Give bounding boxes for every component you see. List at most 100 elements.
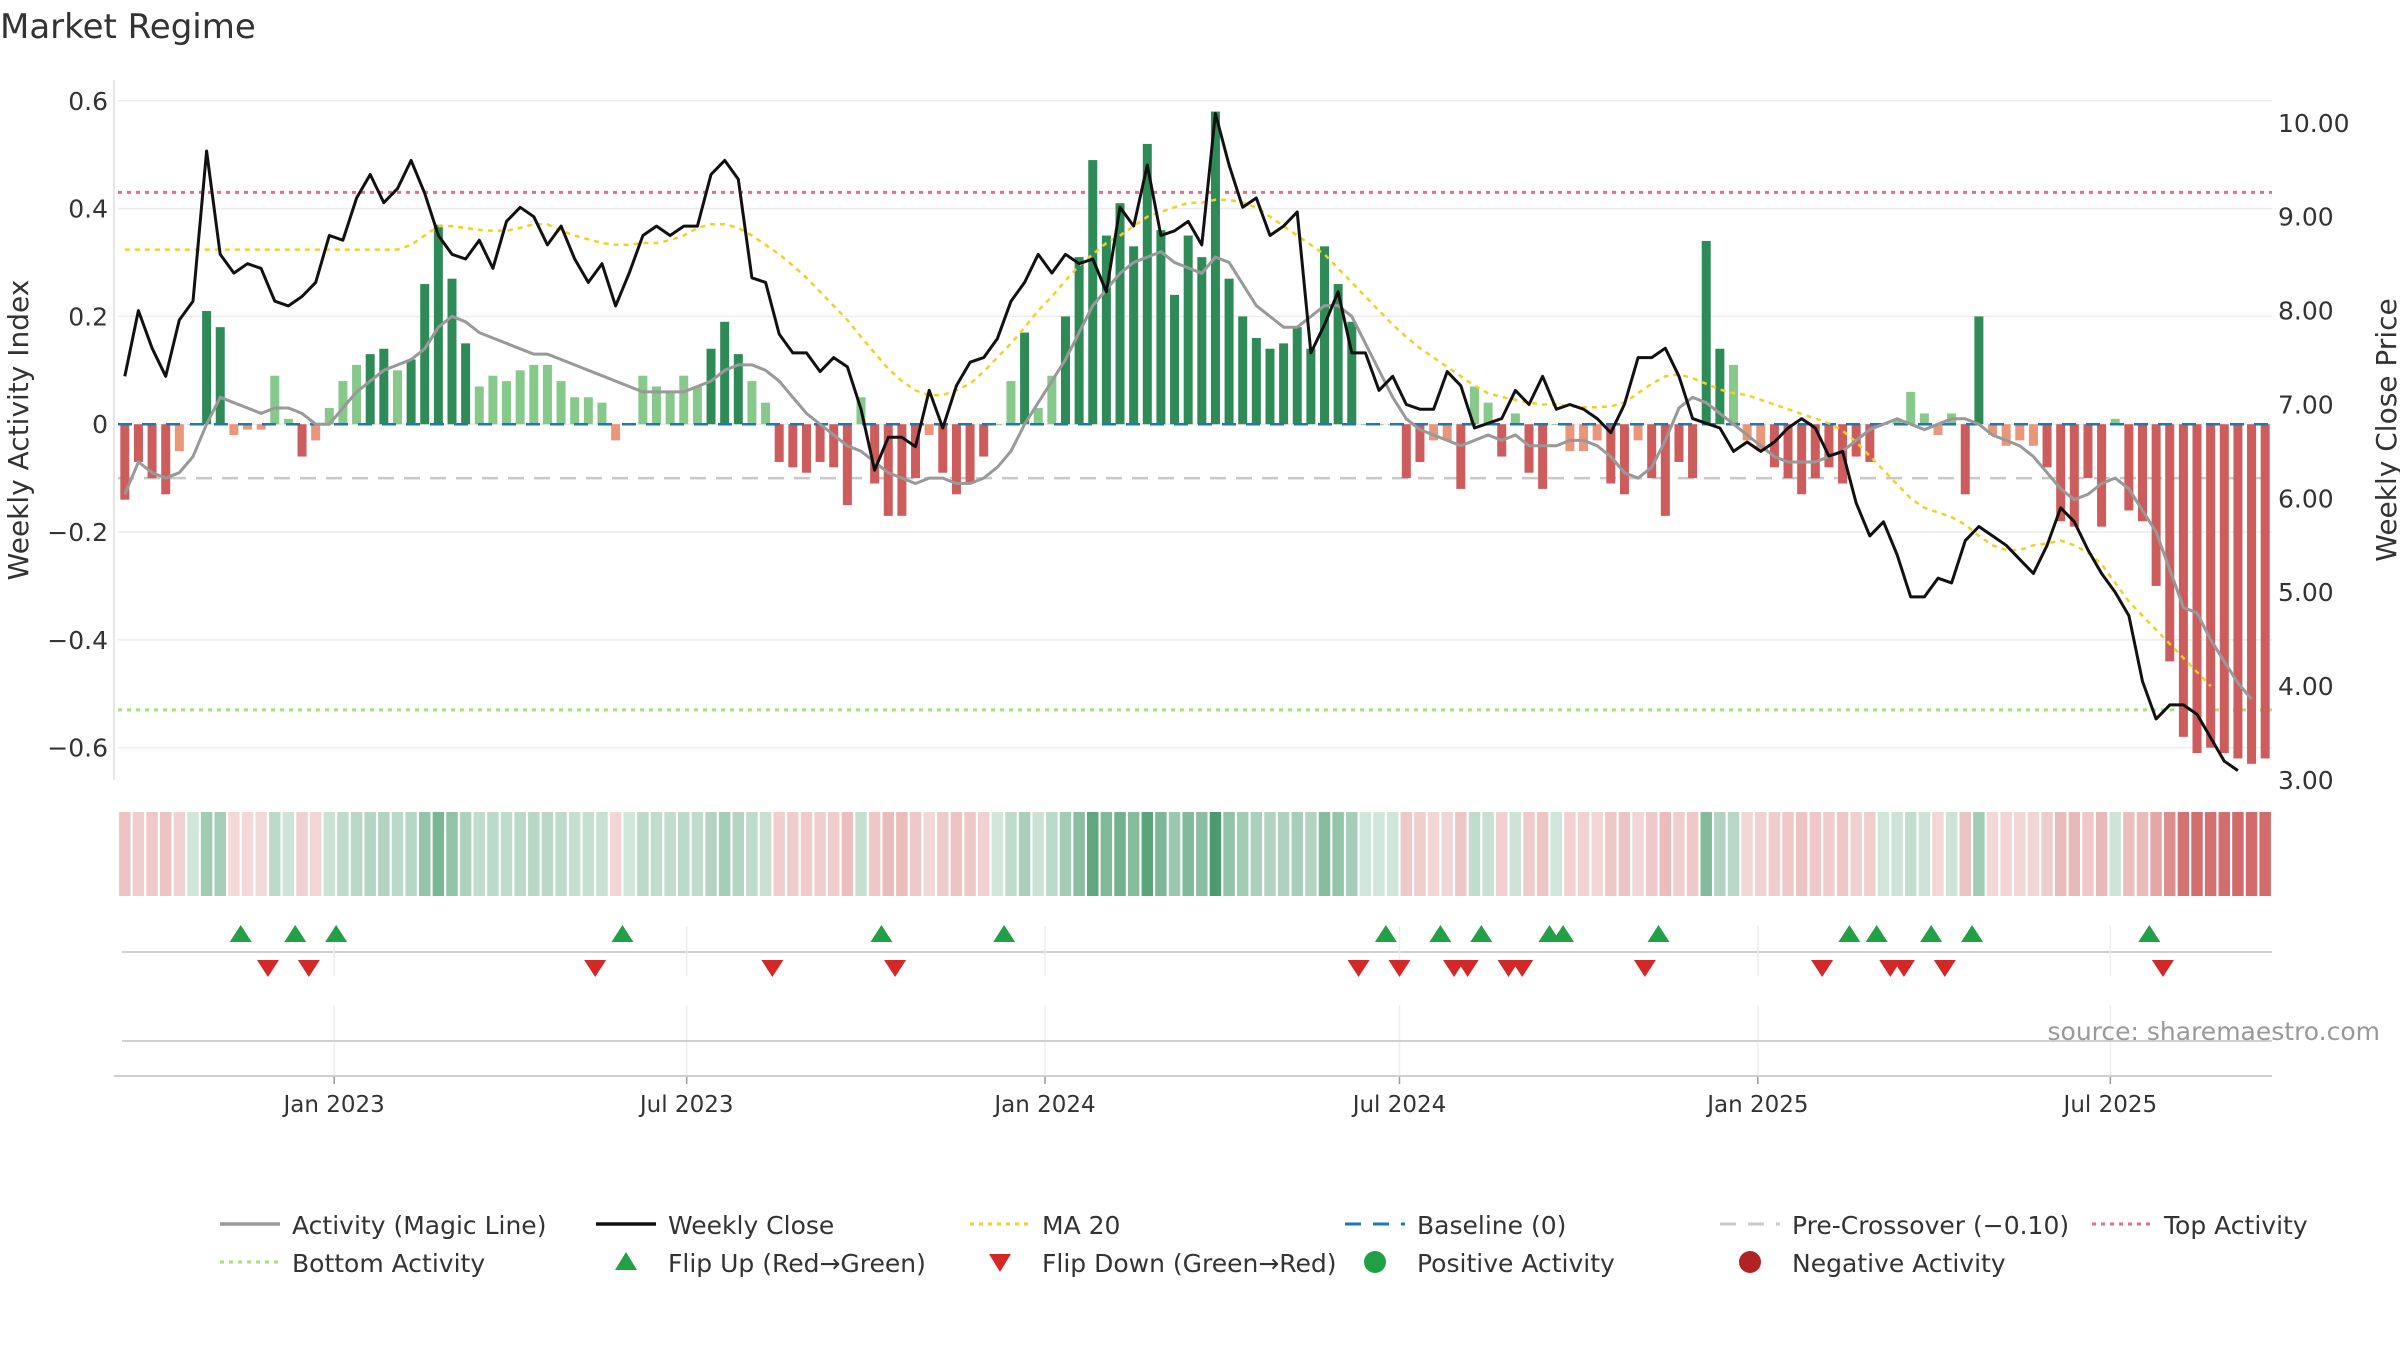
regime-cell — [977, 812, 990, 896]
y-tick-label: −0.6 — [47, 734, 108, 763]
activity-bar — [1360, 424, 1370, 426]
regime-cell — [923, 812, 935, 896]
activity-bar — [665, 391, 675, 425]
activity-bar — [883, 424, 893, 516]
flip-up-marker — [1647, 925, 1670, 942]
activity-bar — [583, 397, 593, 425]
regime-cell — [269, 812, 281, 896]
regime-cell — [582, 812, 595, 896]
activity-bar — [2206, 424, 2216, 748]
regime-cell — [2014, 812, 2026, 896]
regime-cell — [255, 812, 267, 896]
regime-cell — [637, 812, 649, 896]
activity-bar — [379, 348, 389, 425]
legend-label: Negative Activity — [1792, 1249, 2006, 1278]
flip-up-marker — [1429, 925, 1452, 942]
activity-bar — [1306, 348, 1316, 425]
regime-cell — [1032, 812, 1044, 896]
regime-cell — [896, 812, 908, 896]
activity-bar — [2069, 424, 2079, 527]
regime-cell — [650, 812, 663, 896]
activity-bar — [338, 381, 348, 425]
activity-bar — [761, 402, 771, 425]
flip-up-marker — [1374, 925, 1397, 942]
regime-cell — [2232, 812, 2244, 896]
regime-cell — [1850, 812, 1862, 896]
activity-bar — [1115, 203, 1125, 425]
flip-up-marker — [870, 925, 893, 942]
regime-cell — [2245, 812, 2258, 896]
flip-down-marker — [584, 960, 607, 977]
activity-bar — [1756, 424, 1766, 452]
regime-cell — [132, 812, 145, 896]
activity-bar — [1060, 316, 1070, 425]
flip-up-marker — [284, 925, 307, 942]
legend-label: Pre-Crossover (−0.10) — [1792, 1211, 2069, 1240]
regime-cell — [541, 812, 554, 896]
legend-label: Activity (Magic Line) — [292, 1211, 546, 1240]
legend-label: Positive Activity — [1417, 1249, 1615, 1278]
activity-bar — [1783, 424, 1793, 479]
activity-bar — [1183, 235, 1193, 425]
activity-bar — [979, 424, 989, 457]
activity-bar — [1824, 424, 1834, 468]
activity-bar — [788, 424, 798, 468]
activity-bar — [1688, 424, 1698, 479]
regime-cell — [1318, 812, 1331, 896]
x-tick-label: Jul 2023 — [638, 1092, 734, 1118]
activity-bar — [515, 370, 525, 425]
activity-bar — [297, 424, 307, 457]
legend-label: Baseline (0) — [1417, 1211, 1566, 1240]
regime-cell — [1168, 812, 1181, 896]
activity-bar — [1238, 316, 1248, 425]
regime-cell — [528, 812, 540, 896]
flip-up-marker — [1470, 925, 1493, 942]
activity-bar — [1551, 424, 1561, 426]
activity-bar — [652, 386, 661, 425]
activity-bar — [815, 424, 825, 462]
activity-bar — [706, 348, 716, 425]
y2-tick-label: 8.00 — [2278, 297, 2334, 326]
regime-cell — [787, 812, 799, 896]
regime-cell — [1373, 812, 1385, 896]
activity-bar — [1524, 424, 1534, 473]
activity-bar — [965, 424, 975, 484]
activity-bar — [202, 311, 212, 425]
regime-cell — [173, 812, 186, 896]
regime-cell — [1182, 812, 1194, 896]
activity-bar — [1265, 348, 1275, 425]
regime-cell — [1332, 812, 1344, 896]
activity-bar — [1279, 343, 1289, 425]
activity-bar — [1347, 321, 1357, 425]
activity-bar — [174, 424, 184, 452]
regime-cell — [1496, 812, 1508, 896]
legend-item-precross: Pre-Crossover (−0.10) — [1720, 1211, 2069, 1240]
regime-cell — [991, 812, 1004, 896]
activity-bar — [392, 370, 402, 425]
legend-item-bottom: Bottom Activity — [220, 1249, 485, 1278]
regime-cell — [350, 812, 363, 896]
regime-cell — [200, 812, 213, 896]
regime-cell — [1686, 812, 1699, 896]
regime-cell — [1414, 812, 1426, 896]
regime-cell — [678, 812, 690, 896]
activity-bar — [2124, 424, 2134, 511]
activity-bar — [488, 375, 498, 425]
regime-cell — [691, 812, 704, 896]
x-tick-label: Jan 2025 — [1705, 1092, 1808, 1118]
activity-bar — [1224, 278, 1234, 425]
regime-cell — [432, 812, 445, 896]
activity-bar — [1865, 424, 1875, 462]
flip-up-marker — [1552, 925, 1575, 942]
legend-swatch — [989, 1254, 1011, 1272]
regime-cell — [555, 812, 567, 896]
activity-bar — [1729, 364, 1738, 425]
regime-cell — [1823, 812, 1835, 896]
ma20-line — [124, 198, 2212, 687]
regime-cell — [2136, 812, 2149, 896]
flip-up-marker — [1920, 925, 1943, 942]
activity-bar — [1647, 424, 1657, 479]
activity-bar — [1251, 337, 1261, 425]
activity-bar — [1606, 424, 1616, 484]
activity-bar — [1170, 294, 1180, 425]
